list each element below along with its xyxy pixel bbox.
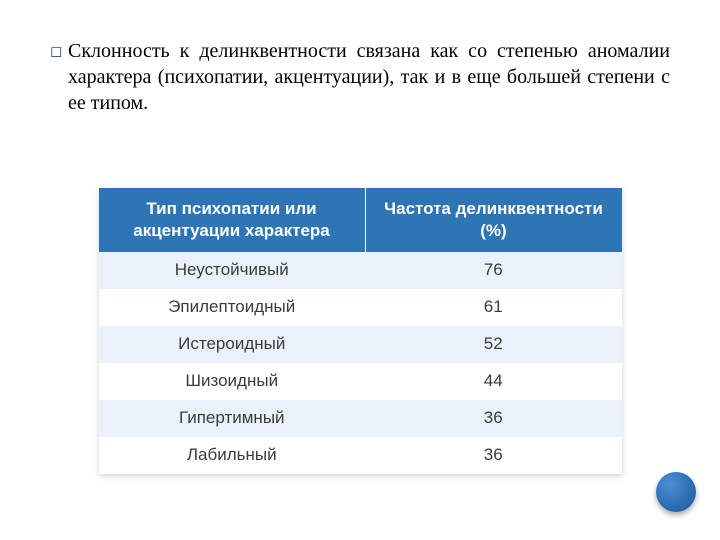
table-cell-type: Лабильный — [99, 437, 366, 474]
table-cell-type: Гипертимный — [99, 400, 366, 437]
table-cell-value: 76 — [365, 252, 622, 289]
table-cell-value: 44 — [365, 363, 622, 400]
bullet-square-icon: ◻ — [50, 38, 68, 65]
table-container: Тип психопатии или акцентуации характера… — [50, 188, 670, 474]
table-row: Истероидный 52 — [99, 326, 622, 363]
table-row: Эпилептоидный 61 — [99, 289, 622, 326]
delinquency-table: Тип психопатии или акцентуации характера… — [99, 188, 622, 474]
table-cell-value: 61 — [365, 289, 622, 326]
table-row: Лабильный 36 — [99, 437, 622, 474]
table-row: Гипертимный 36 — [99, 400, 622, 437]
table-header-frequency: Частота делинквентности (%) — [365, 188, 622, 252]
table-cell-type: Эпилептоидный — [99, 289, 366, 326]
decorative-circle-icon — [656, 472, 696, 512]
table-header-type: Тип психопатии или акцентуации характера — [99, 188, 366, 252]
table-header-row: Тип психопатии или акцентуации характера… — [99, 188, 622, 252]
table-cell-type: Истероидный — [99, 326, 366, 363]
bullet-paragraph: ◻ Склонность к делинквентности связана к… — [50, 38, 670, 116]
table-row: Неустойчивый 76 — [99, 252, 622, 289]
slide: ◻ Склонность к делинквентности связана к… — [0, 0, 720, 540]
table-row: Шизоидный 44 — [99, 363, 622, 400]
table-cell-value: 52 — [365, 326, 622, 363]
table-cell-value: 36 — [365, 437, 622, 474]
bullet-text: Склонность к делинквентности связана как… — [68, 38, 670, 116]
table-cell-type: Неустойчивый — [99, 252, 366, 289]
table-cell-value: 36 — [365, 400, 622, 437]
table-cell-type: Шизоидный — [99, 363, 366, 400]
